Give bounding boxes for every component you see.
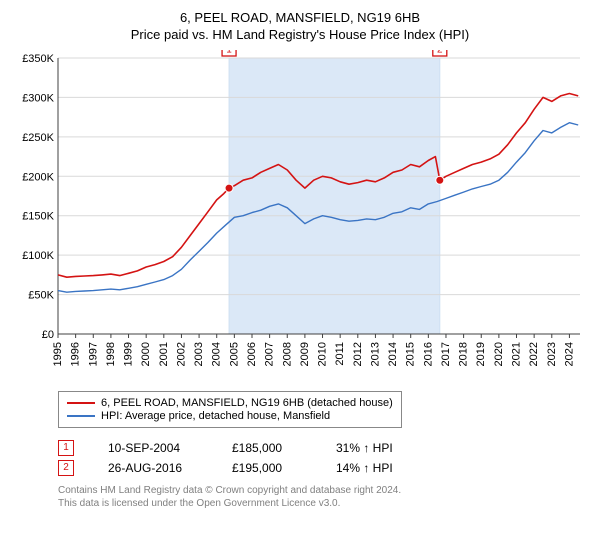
- legend-swatch: [67, 402, 95, 404]
- svg-text:2012: 2012: [352, 342, 364, 366]
- sale-price: £185,000: [232, 441, 302, 455]
- sale-hpi: 14% ↑ HPI: [336, 461, 426, 475]
- chart-area: £0 £50K £100K £150K £200K £250K £300K £350K 1995…: [10, 50, 590, 385]
- sale-marker: 1: [58, 440, 74, 456]
- svg-text:2024: 2024: [563, 342, 575, 366]
- svg-text:£150K: £150K: [22, 211, 54, 223]
- svg-text:1: 1: [226, 50, 232, 56]
- line-chart-svg: £0 £50K £100K £150K £200K £250K £300K £350K 1995…: [10, 50, 590, 380]
- svg-text:2005: 2005: [228, 342, 240, 366]
- svg-text:1996: 1996: [70, 342, 82, 366]
- svg-text:2: 2: [437, 50, 443, 56]
- svg-text:2011: 2011: [334, 342, 346, 366]
- svg-text:1998: 1998: [105, 342, 117, 366]
- footer-line1: Contains HM Land Registry data © Crown c…: [58, 484, 590, 497]
- legend: 6, PEEL ROAD, MANSFIELD, NG19 6HB (detac…: [58, 391, 402, 428]
- sale-date: 10-SEP-2004: [108, 441, 198, 455]
- svg-text:£0: £0: [42, 329, 54, 341]
- footer-line2: This data is licensed under the Open Gov…: [58, 497, 590, 510]
- legend-label: 6, PEEL ROAD, MANSFIELD, NG19 6HB (detac…: [101, 397, 393, 409]
- svg-text:2000: 2000: [140, 342, 152, 366]
- svg-text:1997: 1997: [87, 342, 99, 366]
- svg-text:2002: 2002: [175, 342, 187, 366]
- svg-text:2007: 2007: [264, 342, 276, 366]
- svg-text:2021: 2021: [511, 342, 523, 366]
- sales-table: 1 10-SEP-2004 £185,000 31% ↑ HPI 2 26-AUG-201…: [58, 440, 590, 476]
- svg-text:2009: 2009: [299, 342, 311, 366]
- legend-swatch: [67, 415, 95, 417]
- legend-label: HPI: Average price, detached house, Mans…: [101, 410, 330, 422]
- svg-text:2019: 2019: [475, 342, 487, 366]
- svg-text:£200K: £200K: [22, 171, 54, 183]
- svg-text:2016: 2016: [422, 342, 434, 366]
- svg-text:2006: 2006: [246, 342, 258, 366]
- legend-row: 6, PEEL ROAD, MANSFIELD, NG19 6HB (detac…: [67, 397, 393, 409]
- svg-text:2017: 2017: [440, 342, 452, 366]
- sale-row: 2 26-AUG-2016 £195,000 14% ↑ HPI: [58, 460, 590, 476]
- svg-text:2003: 2003: [193, 342, 205, 366]
- svg-text:2018: 2018: [458, 342, 470, 366]
- svg-text:£250K: £250K: [22, 132, 54, 144]
- svg-text:2004: 2004: [211, 342, 223, 366]
- sale-marker: 2: [58, 460, 74, 476]
- svg-text:2013: 2013: [369, 342, 381, 366]
- svg-text:2001: 2001: [158, 342, 170, 366]
- chart-title-subtitle: Price paid vs. HM Land Registry's House …: [10, 27, 590, 42]
- svg-text:2015: 2015: [405, 342, 417, 366]
- svg-text:2023: 2023: [546, 342, 558, 366]
- svg-text:£300K: £300K: [22, 92, 54, 104]
- sale-date: 26-AUG-2016: [108, 461, 198, 475]
- sale-row: 1 10-SEP-2004 £185,000 31% ↑ HPI: [58, 440, 590, 456]
- svg-text:2022: 2022: [528, 342, 540, 366]
- svg-text:2008: 2008: [281, 342, 293, 366]
- sale-price: £195,000: [232, 461, 302, 475]
- chart-title-address: 6, PEEL ROAD, MANSFIELD, NG19 6HB: [10, 10, 590, 25]
- svg-text:£350K: £350K: [22, 53, 54, 65]
- svg-text:2014: 2014: [387, 342, 399, 366]
- svg-text:1999: 1999: [123, 342, 135, 366]
- legend-row: HPI: Average price, detached house, Mans…: [67, 410, 393, 422]
- svg-text:£100K: £100K: [22, 250, 54, 262]
- footer-attribution: Contains HM Land Registry data © Crown c…: [58, 484, 590, 510]
- sale-hpi: 31% ↑ HPI: [336, 441, 426, 455]
- svg-text:£50K: £50K: [28, 290, 54, 302]
- chart-container: 6, PEEL ROAD, MANSFIELD, NG19 6HB Price …: [0, 0, 600, 514]
- svg-text:2010: 2010: [317, 342, 329, 366]
- svg-text:1995: 1995: [52, 342, 64, 366]
- svg-text:2020: 2020: [493, 342, 505, 366]
